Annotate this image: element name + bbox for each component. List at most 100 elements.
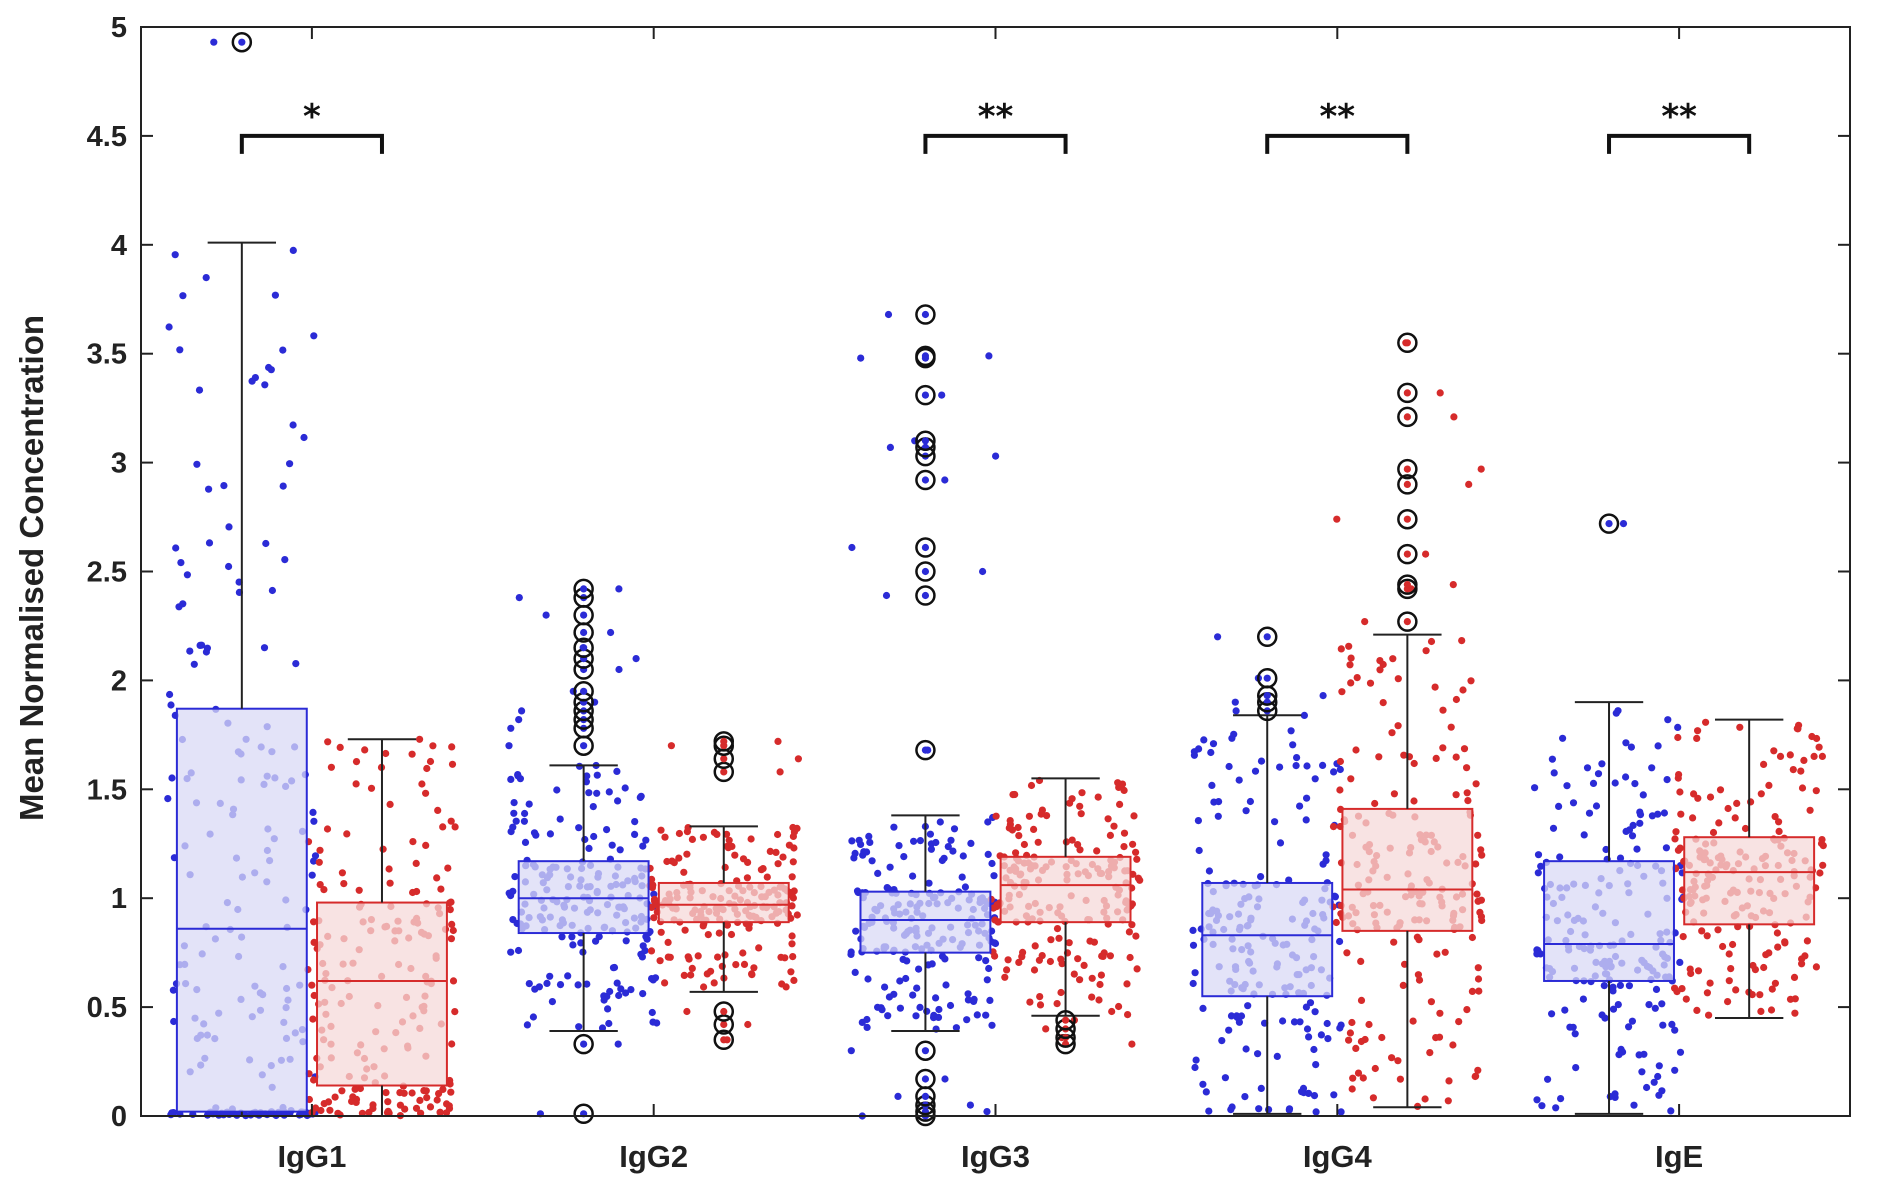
outlier-layer (231, 31, 1620, 1127)
outlier-marker (915, 585, 936, 606)
outlier-point (921, 567, 930, 576)
data-point (1427, 998, 1435, 1006)
data-point (521, 809, 529, 818)
data-point (1548, 1010, 1556, 1018)
data-point (343, 830, 351, 838)
y-tick-label: 1.5 (87, 774, 127, 806)
data-point (779, 853, 787, 861)
data-point (683, 850, 691, 858)
data-point (1349, 1074, 1357, 1082)
data-point (423, 764, 431, 773)
data-point (1767, 1006, 1776, 1014)
data-point (1104, 815, 1112, 823)
data-point (857, 354, 865, 362)
data-point (1616, 854, 1625, 862)
data-point (1676, 788, 1684, 796)
data-point (1817, 839, 1826, 848)
outlier-marker (231, 31, 253, 53)
data-point (1727, 965, 1735, 973)
data-point (1706, 979, 1714, 987)
data-point (1790, 973, 1799, 982)
data-point (1756, 991, 1764, 999)
data-point (585, 789, 593, 797)
outlier-point (1403, 413, 1411, 421)
data-point (1279, 1017, 1287, 1025)
data-point (1571, 1030, 1579, 1038)
data-point (553, 786, 561, 794)
data-point (1276, 839, 1285, 847)
data-point (1463, 1006, 1471, 1014)
data-point (944, 843, 952, 851)
data-point (422, 841, 430, 850)
data-point (1302, 1003, 1310, 1011)
data-point (1379, 699, 1387, 707)
box-igg4-series-2 (1341, 807, 1474, 932)
data-point (1235, 776, 1243, 784)
data-point (1120, 843, 1128, 851)
data-point (1474, 975, 1483, 983)
data-point (361, 746, 369, 754)
data-point (926, 830, 935, 838)
data-point (449, 926, 457, 935)
data-point (1537, 862, 1545, 870)
data-point (1114, 779, 1122, 787)
data-point (1323, 1019, 1331, 1028)
data-point (193, 460, 201, 468)
data-point (546, 830, 555, 838)
data-point (1305, 1089, 1313, 1097)
data-point (1471, 1072, 1479, 1081)
data-point (1719, 942, 1727, 951)
data-point (1076, 846, 1084, 854)
data-point (744, 1020, 752, 1029)
data-point (699, 833, 708, 841)
data-point (1579, 995, 1587, 1003)
data-point (412, 1104, 421, 1112)
data-point (990, 872, 998, 880)
data-point (1190, 751, 1198, 759)
data-point (1580, 831, 1588, 839)
data-point (617, 985, 625, 993)
data-point (1533, 1096, 1541, 1104)
data-point (1209, 740, 1218, 748)
data-point (511, 873, 519, 881)
data-point (1617, 1045, 1625, 1053)
data-point (772, 848, 780, 857)
data-point (1415, 976, 1424, 984)
data-point (316, 846, 324, 854)
data-point (1650, 1078, 1658, 1086)
data-point (1786, 751, 1794, 759)
data-point (1654, 1072, 1662, 1081)
data-point (1760, 963, 1768, 972)
data-point (340, 880, 348, 888)
data-point (1452, 695, 1460, 704)
data-point (179, 292, 187, 300)
data-point (850, 854, 858, 862)
data-point (916, 837, 925, 845)
data-point (1475, 987, 1483, 995)
data-point (384, 1098, 392, 1106)
data-point (400, 1089, 408, 1097)
data-point (1242, 807, 1250, 815)
x-tick-label: IgG2 (619, 1139, 688, 1174)
data-point (529, 1013, 538, 1021)
data-point (268, 586, 276, 595)
data-point (1474, 831, 1482, 839)
outlier-marker (573, 637, 594, 658)
data-point (789, 953, 797, 961)
x-tick-label: IgG3 (961, 1139, 1030, 1174)
data-point (1550, 769, 1558, 777)
data-point (1426, 1049, 1434, 1057)
data-point (1600, 982, 1608, 990)
data-point (548, 998, 557, 1006)
data-point (863, 848, 871, 856)
data-point (1319, 761, 1327, 770)
data-point (1774, 943, 1782, 951)
data-point (203, 644, 211, 652)
data-point (556, 815, 564, 823)
data-point (1257, 873, 1265, 881)
data-point (1310, 1045, 1318, 1054)
data-point (1771, 813, 1779, 821)
data-point (789, 823, 797, 832)
data-point (964, 990, 972, 998)
data-point (890, 990, 898, 998)
